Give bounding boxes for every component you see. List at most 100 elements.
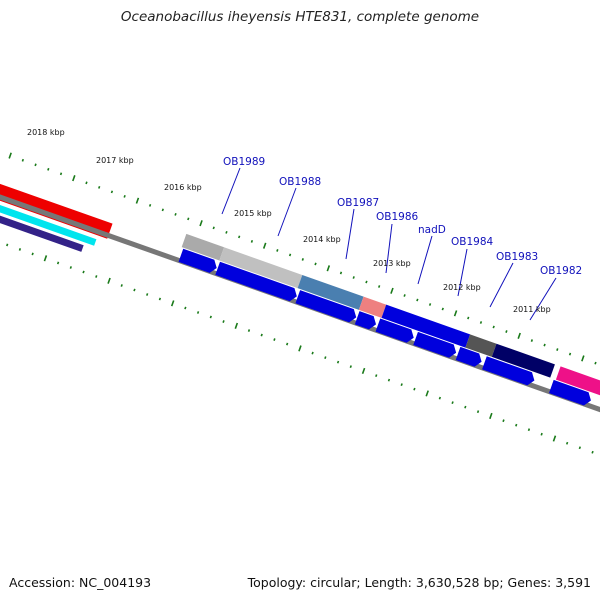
minor-tick <box>85 181 88 185</box>
gene-label-nadd: nadD <box>418 224 446 236</box>
minor-tick <box>451 401 454 405</box>
minor-tick <box>339 271 343 275</box>
minor-tick <box>209 315 212 319</box>
minor-tick <box>196 311 200 314</box>
genome-summary-text: Topology: circular; Length: 3,630,528 bp… <box>247 575 591 590</box>
major-tick <box>43 255 48 262</box>
minor-tick <box>250 240 254 243</box>
minor-tick <box>479 321 483 324</box>
feature-dark <box>465 334 497 357</box>
minor-tick <box>505 330 508 333</box>
callout-ob1984 <box>457 248 468 297</box>
gene-label-ob1983: OB1983 <box>496 251 538 263</box>
gene-label-ob1987: OB1987 <box>337 197 379 209</box>
outer-tick-track <box>8 152 597 365</box>
minor-tick <box>568 352 572 356</box>
minor-tick <box>225 231 228 234</box>
kbp-labels: 2018 kbp 2017 kbp 2016 kbp 2015 kbp 2014… <box>27 128 551 314</box>
minor-tick <box>82 270 85 274</box>
minor-tick <box>578 446 582 450</box>
major-tick <box>234 322 239 329</box>
major-tick <box>298 345 302 352</box>
upper-feature-track <box>181 233 600 397</box>
cds-arrow-8 <box>482 356 535 386</box>
minor-tick <box>56 261 60 265</box>
inner-tick-track <box>6 243 594 454</box>
accession-text: Accession: NC_004193 <box>9 575 152 590</box>
major-tick <box>72 175 76 182</box>
minor-tick <box>378 285 381 288</box>
minor-tick <box>158 297 162 301</box>
feature-salmon <box>358 296 387 318</box>
minor-tick <box>311 351 314 355</box>
minor-tick <box>365 280 368 284</box>
kbp-label-2012: 2012 kbp <box>443 283 481 292</box>
cds-arrow-5 <box>375 318 414 343</box>
major-tick <box>135 197 140 204</box>
minor-tick <box>438 396 442 400</box>
minor-tick <box>238 235 241 239</box>
minor-tick <box>515 423 518 427</box>
major-tick <box>453 310 458 317</box>
minor-tick <box>556 348 559 351</box>
minor-tick <box>120 284 123 287</box>
cds-arrow-6 <box>413 331 457 358</box>
minor-tick <box>375 374 378 378</box>
minor-tick <box>276 249 279 252</box>
major-tick <box>361 367 366 375</box>
gene-label-ob1984: OB1984 <box>451 236 494 248</box>
major-tick <box>425 390 429 397</box>
kbp-label-2018: 2018 kbp <box>27 128 65 137</box>
minor-tick <box>161 208 164 212</box>
minor-tick <box>527 428 531 432</box>
cds-arrow-track <box>178 248 591 406</box>
feature-magenta <box>555 366 600 397</box>
minor-tick <box>400 383 403 387</box>
minor-tick <box>492 325 495 329</box>
feature-gray-2 <box>219 247 303 289</box>
callout-ob1989 <box>221 167 241 215</box>
feature-gray-1 <box>181 233 225 261</box>
cds-arrow-1 <box>178 248 217 273</box>
callout-ob1987 <box>345 208 355 260</box>
major-tick <box>262 242 267 249</box>
minor-tick <box>416 298 419 302</box>
minor-tick <box>47 167 50 171</box>
minor-tick <box>123 194 126 198</box>
minor-tick <box>502 419 505 423</box>
map-title: Oceanobacillus iheyensis HTE831, complet… <box>120 9 480 25</box>
minor-tick <box>467 316 470 320</box>
minor-tick <box>565 441 569 445</box>
minor-tick <box>98 185 101 189</box>
minor-tick <box>34 163 37 167</box>
gene-label-ob1988: OB1988 <box>279 176 321 188</box>
gene-label-ob1989: OB1989 <box>223 156 265 168</box>
feature-navy-2 <box>491 343 555 378</box>
minor-tick <box>349 365 352 369</box>
minor-tick <box>273 338 276 341</box>
minor-tick <box>428 303 432 306</box>
minor-tick <box>314 262 317 266</box>
minor-tick <box>476 410 480 414</box>
minor-tick <box>543 343 546 347</box>
cds-arrow-9 <box>549 379 591 406</box>
minor-tick <box>184 306 187 310</box>
minor-tick <box>324 356 327 359</box>
gene-label-ob1982: OB1982 <box>540 265 582 277</box>
major-tick <box>489 412 493 420</box>
kbp-label-2015: 2015 kbp <box>234 209 272 218</box>
minor-tick <box>69 266 72 269</box>
cds-arrow-7 <box>455 346 482 367</box>
minor-tick <box>212 226 215 230</box>
minor-tick <box>110 190 114 194</box>
minor-tick <box>540 432 543 436</box>
major-tick <box>107 277 111 284</box>
cds-arrow-4 <box>354 311 377 330</box>
callout-ob1988 <box>277 187 297 237</box>
minor-tick <box>286 342 289 346</box>
minor-tick <box>247 329 251 332</box>
kbp-label-2016: 2016 kbp <box>164 183 202 192</box>
kbp-label-2013: 2013 kbp <box>373 259 411 268</box>
minor-tick <box>336 360 340 364</box>
minor-tick <box>6 243 9 247</box>
